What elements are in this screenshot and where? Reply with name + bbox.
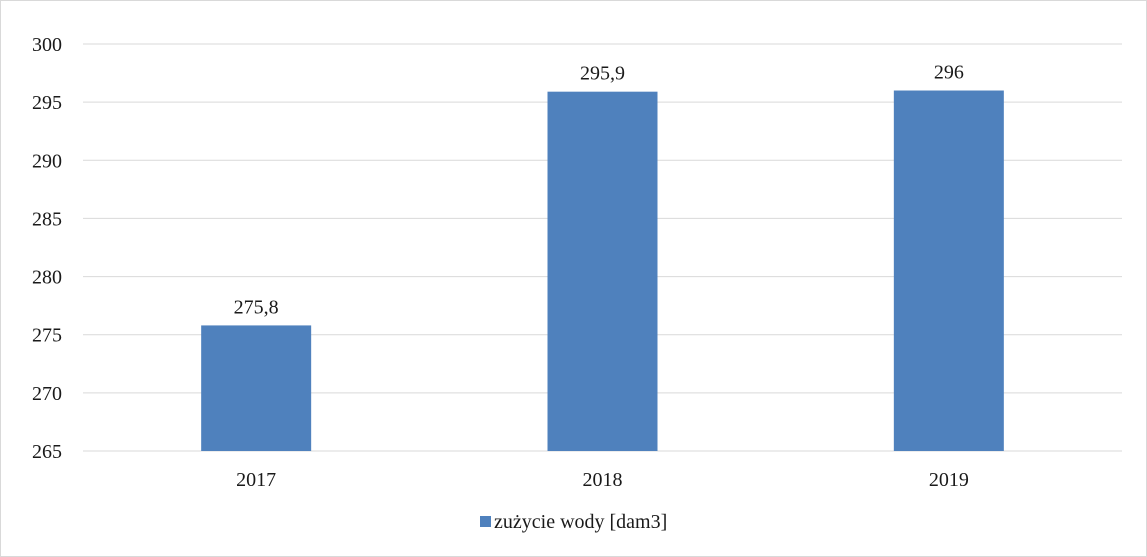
x-tick-label-2017: 2017 <box>236 469 276 491</box>
legend-swatch <box>480 516 491 527</box>
y-tick-label: 290 <box>32 150 62 172</box>
x-tick-label-2018: 2018 <box>583 469 623 491</box>
bars <box>201 90 1004 452</box>
y-axis-tick-labels: 265 270 275 280 285 290 295 300 <box>32 34 62 463</box>
y-tick-label: 270 <box>32 383 62 405</box>
y-tick-label: 265 <box>32 441 62 463</box>
y-tick-label: 275 <box>32 325 62 347</box>
data-label-2017: 275,8 <box>234 296 279 318</box>
legend-label: zużycie wody [dam3] <box>494 511 667 533</box>
y-tick-label: 285 <box>32 208 62 230</box>
y-tick-label: 300 <box>32 34 62 56</box>
bar-2019 <box>893 90 1004 451</box>
bar-2017 <box>201 325 312 451</box>
y-tick-label: 280 <box>32 267 62 289</box>
data-label-2019: 296 <box>934 62 964 84</box>
data-label-2018: 295,9 <box>580 63 625 85</box>
x-axis-tick-labels: 2017 2018 2019 <box>236 469 969 491</box>
x-tick-label-2019: 2019 <box>929 469 969 491</box>
legend: zużycie wody [dam3] <box>480 511 667 533</box>
y-tick-label: 295 <box>32 92 62 114</box>
bar-2018 <box>547 91 658 452</box>
data-labels: 275,8 295,9 296 <box>234 62 964 319</box>
